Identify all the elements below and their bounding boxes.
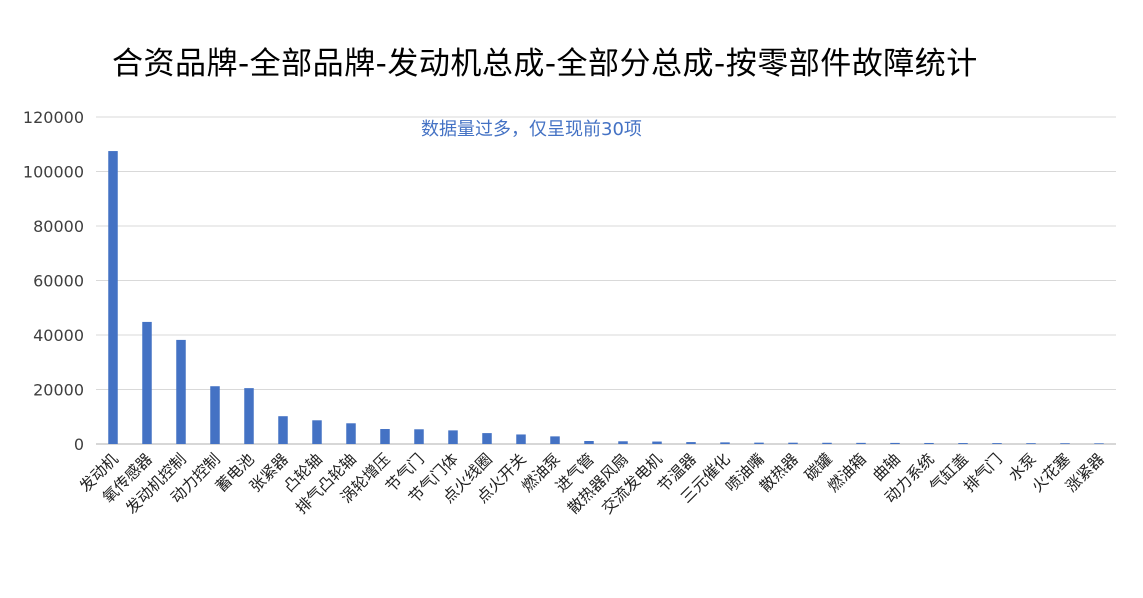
bar [992, 443, 1002, 444]
bar [924, 442, 934, 444]
bar [414, 429, 424, 444]
bar [720, 442, 730, 444]
bar [822, 442, 832, 444]
bar [652, 441, 662, 444]
y-tick-label: 120000 [23, 108, 84, 127]
bar [244, 388, 254, 444]
y-tick-label: 20000 [33, 381, 84, 400]
bar [278, 416, 288, 444]
x-category-label: 涨紧器 [1062, 450, 1108, 496]
bar [108, 151, 118, 444]
bar [584, 441, 594, 444]
bar [482, 433, 492, 444]
bar [856, 442, 866, 444]
bar [686, 442, 696, 444]
bar [1026, 443, 1036, 444]
bar [448, 430, 458, 444]
x-category-label: 排气门 [960, 450, 1006, 496]
x-category-label: 燃油箱 [824, 450, 870, 496]
bar [958, 443, 968, 444]
bar [1094, 443, 1104, 444]
bar [142, 321, 152, 444]
bar [1060, 443, 1070, 444]
bar [210, 386, 220, 444]
bar [346, 423, 356, 444]
bar [176, 339, 186, 444]
bar [754, 442, 764, 444]
chart-title: 合资品牌-全部品牌-发动机总成-全部分总成-按零部件故障统计 [112, 46, 978, 82]
y-tick-label: 80000 [33, 217, 84, 236]
y-tick-label: 60000 [33, 272, 84, 291]
bar [550, 436, 560, 444]
bar [618, 441, 628, 444]
bar [516, 434, 526, 444]
bar [890, 442, 900, 444]
x-category-label: 散热器 [756, 450, 802, 496]
chart-subtitle: 数据量过多，仅呈现前30项 [421, 119, 642, 140]
y-tick-label: 100000 [23, 163, 84, 182]
y-tick-label: 0 [74, 435, 84, 454]
bar [312, 420, 322, 444]
bar [380, 429, 390, 444]
bar [788, 442, 798, 444]
y-tick-label: 40000 [33, 326, 84, 345]
